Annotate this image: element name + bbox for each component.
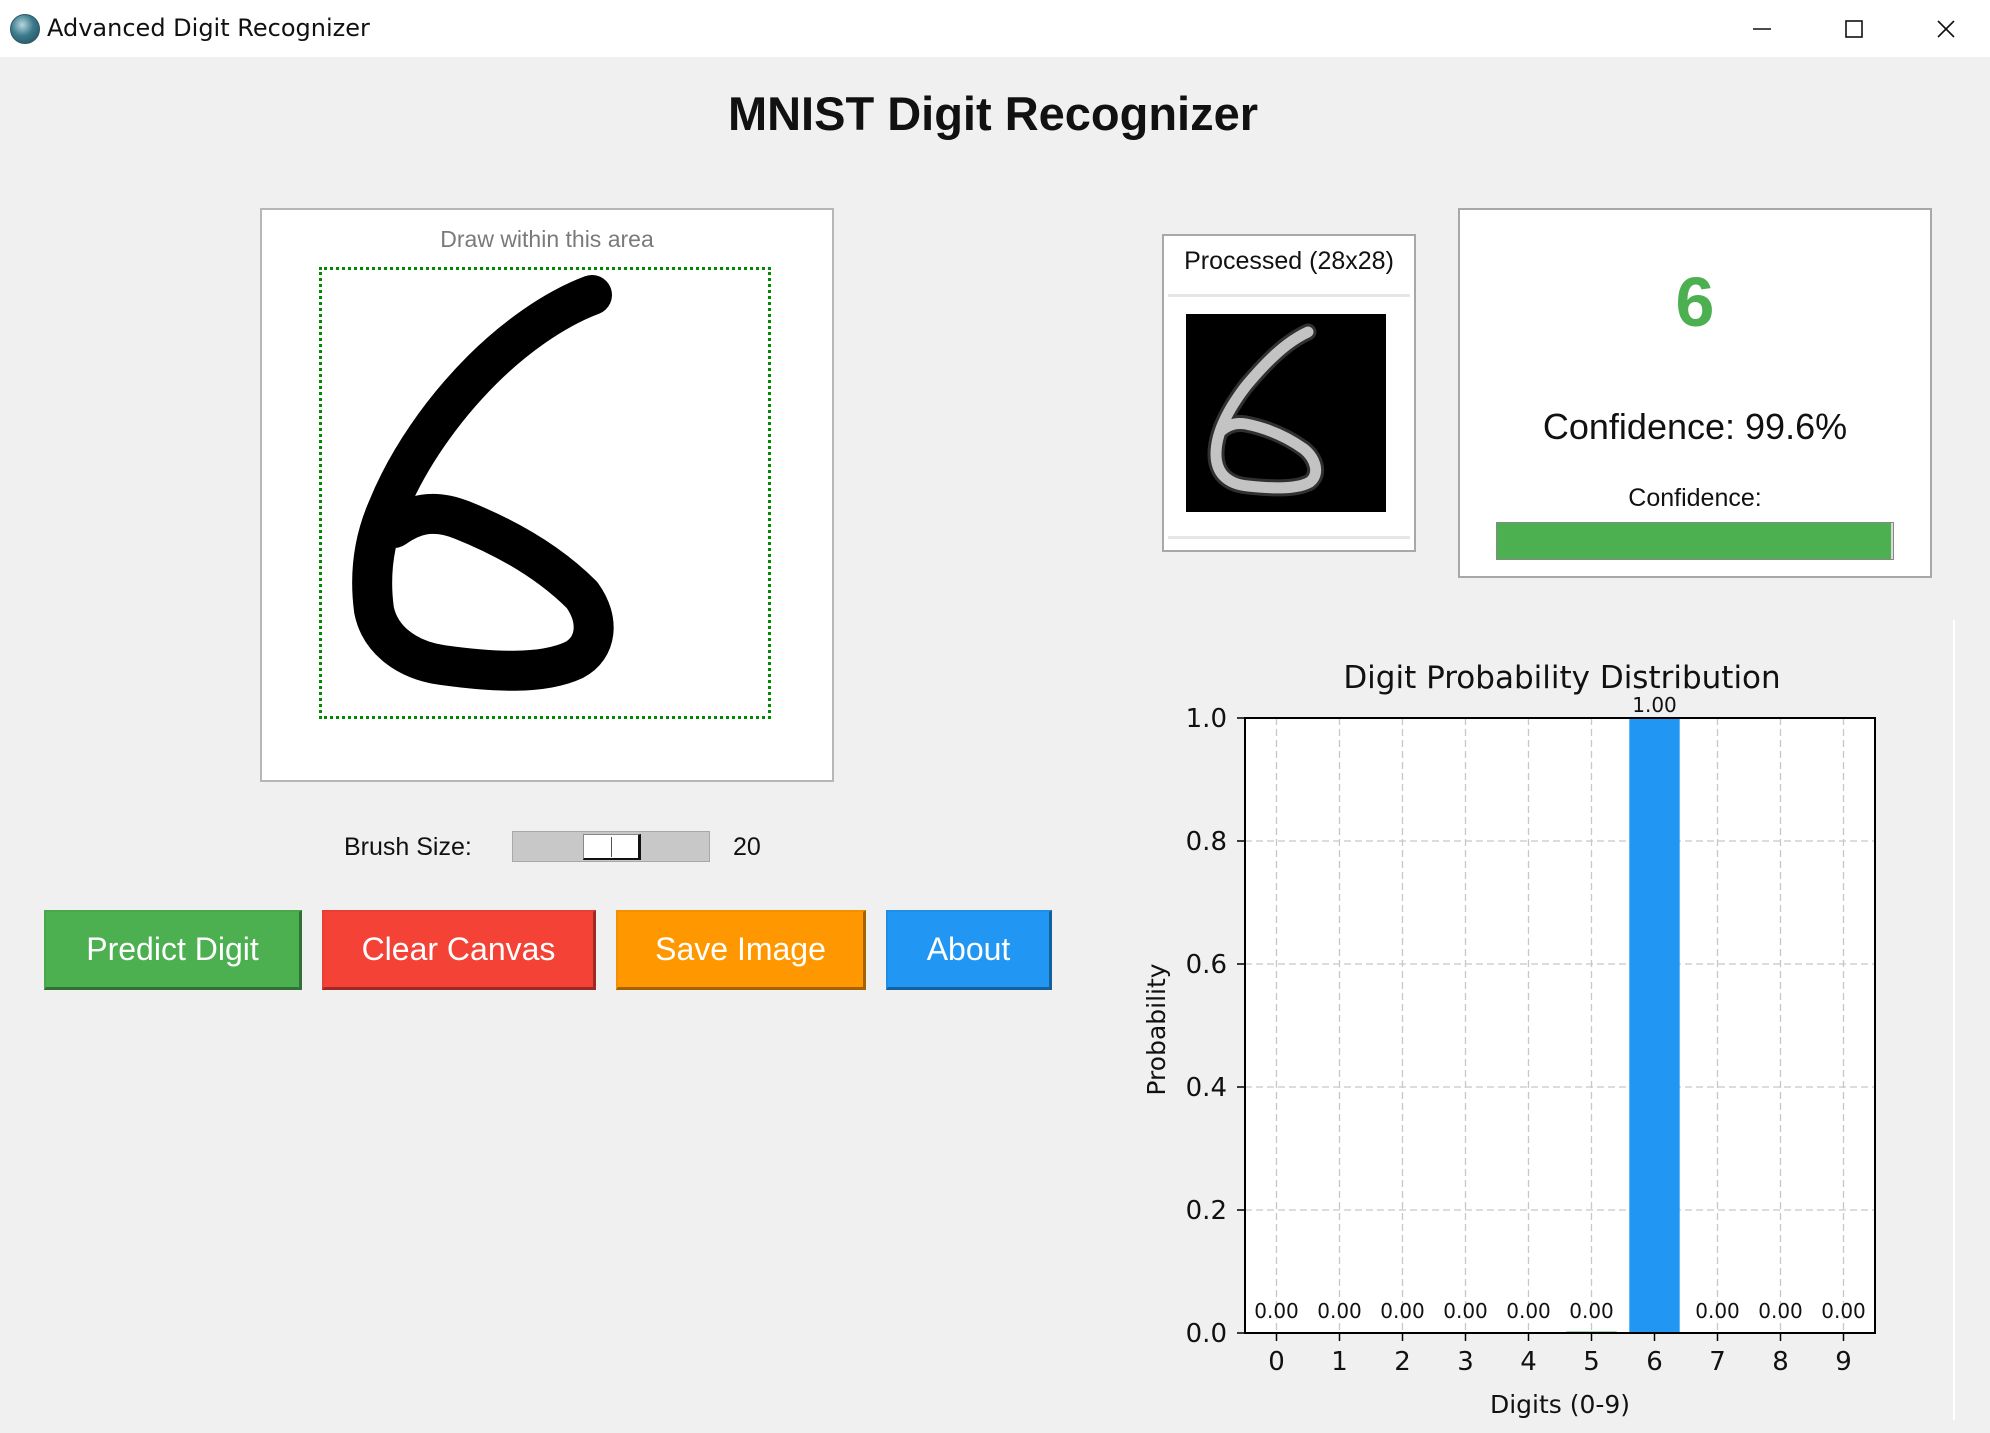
processed-digit-image bbox=[1186, 314, 1386, 512]
x-tick-label: 4 bbox=[1520, 1347, 1537, 1377]
prediction-result-panel: 6 Confidence: 99.6% Confidence: bbox=[1458, 208, 1932, 578]
x-tick-label: 1 bbox=[1331, 1347, 1348, 1377]
x-tick-label: 9 bbox=[1835, 1347, 1852, 1377]
y-tick-label: 0.2 bbox=[1186, 1196, 1227, 1226]
brush-size-value: 20 bbox=[733, 833, 761, 861]
x-tick-label: 6 bbox=[1646, 1347, 1663, 1377]
y-tick-label: 1.0 bbox=[1186, 704, 1227, 734]
minimize-icon bbox=[1753, 27, 1771, 30]
y-tick-label: 0.4 bbox=[1186, 1073, 1227, 1103]
app-heading: MNIST Digit Recognizer bbox=[0, 86, 1990, 141]
plot-area bbox=[1245, 718, 1875, 1333]
bar-value-label: 0.00 bbox=[1758, 1299, 1803, 1323]
confidence-text: Confidence: 99.6% bbox=[1542, 406, 1848, 447]
app-icon bbox=[10, 14, 40, 44]
confidence-progress-fill bbox=[1497, 523, 1892, 559]
bar-value-label: 0.00 bbox=[1443, 1299, 1488, 1323]
title-bar: Advanced Digit Recognizer bbox=[0, 0, 1990, 57]
probability-chart-panel: 0.00 0.00 0.00 0.00 0.00 0.00 1.00 0.00 0.00 0.00… bbox=[1130, 620, 1955, 1420]
bar-value-label: 0.00 bbox=[1380, 1299, 1425, 1323]
maximize-icon bbox=[1845, 19, 1863, 38]
about-button[interactable]: About bbox=[886, 910, 1052, 990]
plot-frame bbox=[1244, 717, 1876, 1334]
predict-digit-button[interactable]: Predict Digit bbox=[44, 910, 302, 990]
canvas-hint: Draw within this area bbox=[440, 226, 654, 252]
minimize-button[interactable] bbox=[1716, 0, 1808, 57]
bar-value-label: 0.00 bbox=[1695, 1299, 1740, 1323]
bar-value-label: 0.00 bbox=[1821, 1299, 1866, 1323]
close-button[interactable] bbox=[1900, 0, 1990, 57]
brush-size-label: Brush Size: bbox=[344, 833, 472, 861]
x-tick-label: 3 bbox=[1457, 1347, 1474, 1377]
bar-value-label: 0.00 bbox=[1506, 1299, 1551, 1323]
divider bbox=[1168, 536, 1410, 539]
x-tick-label: 2 bbox=[1394, 1347, 1411, 1377]
x-tick-label: 5 bbox=[1583, 1347, 1600, 1377]
confidence-bar-label: Confidence: bbox=[1628, 484, 1762, 512]
bar-digit-6 bbox=[1629, 718, 1680, 1333]
confidence-progress-bar bbox=[1496, 522, 1894, 560]
bar-value-label: 0.00 bbox=[1254, 1299, 1299, 1323]
close-icon bbox=[1937, 19, 1955, 38]
x-tick-label: 7 bbox=[1709, 1347, 1726, 1377]
x-tick-label: 8 bbox=[1772, 1347, 1789, 1377]
clear-canvas-button[interactable]: Clear Canvas bbox=[322, 910, 596, 990]
bar-value-label: 0.00 bbox=[1569, 1299, 1614, 1323]
chart-title: Digit Probability Distribution bbox=[1343, 660, 1780, 696]
draw-area-guide[interactable] bbox=[319, 267, 771, 719]
probability-chart: 0.00 0.00 0.00 0.00 0.00 0.001.000.00 0.00 0.00… bbox=[1142, 660, 1876, 1419]
processed-preview-panel: Processed (28x28) bbox=[1162, 234, 1416, 552]
save-image-button[interactable]: Save Image bbox=[616, 910, 866, 990]
drawn-digit-stroke bbox=[352, 275, 614, 691]
bar-value-label: 1.00 bbox=[1632, 693, 1677, 717]
x-axis-label: Digits (0-9) bbox=[1490, 1390, 1630, 1419]
brush-size-slider-thumb[interactable] bbox=[583, 834, 641, 860]
brush-size-slider[interactable] bbox=[512, 831, 710, 862]
y-tick-label: 0.6 bbox=[1186, 950, 1227, 980]
window-title: Advanced Digit Recognizer bbox=[47, 14, 370, 42]
divider bbox=[1168, 294, 1410, 297]
processed-preview-title: Processed (28x28) bbox=[1184, 247, 1394, 275]
x-tick-label: 0 bbox=[1268, 1347, 1285, 1377]
y-axis-label: Probability bbox=[1142, 963, 1171, 1095]
y-tick-label: 0.0 bbox=[1186, 1319, 1227, 1349]
drawing-canvas[interactable]: Draw within this area bbox=[260, 208, 834, 782]
maximize-button[interactable] bbox=[1808, 0, 1900, 57]
predicted-digit: 6 bbox=[1675, 263, 1715, 341]
bar-value-label: 0.00 bbox=[1317, 1299, 1362, 1323]
y-tick-label: 0.8 bbox=[1186, 827, 1227, 857]
app-heading-text: MNIST Digit Recognizer bbox=[727, 87, 1259, 140]
